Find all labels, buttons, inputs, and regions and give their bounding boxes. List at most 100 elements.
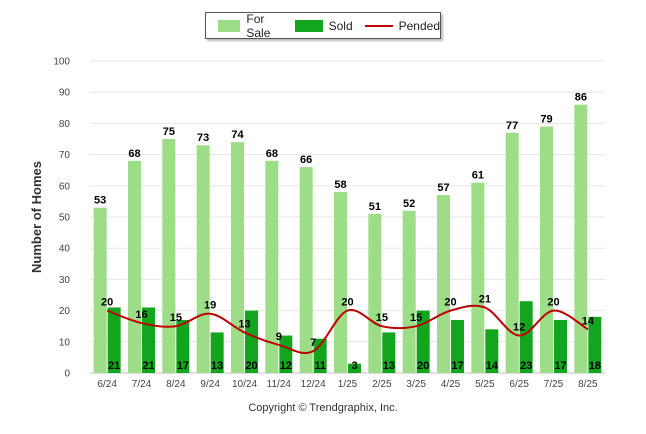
x-tick-label: 6/24 xyxy=(97,379,117,390)
data-label-sold: 13 xyxy=(383,360,395,372)
x-tick-label: 12/24 xyxy=(301,379,326,390)
data-label-pended: 14 xyxy=(582,315,595,327)
data-label-sold: 14 xyxy=(486,360,499,372)
x-tick-label: 5/25 xyxy=(475,379,495,390)
x-tick-label: 7/24 xyxy=(132,379,152,390)
data-label-for-sale: 52 xyxy=(403,198,415,210)
data-label-for-sale: 79 xyxy=(540,114,552,126)
data-label-pended: 21 xyxy=(479,293,491,305)
x-tick-label: 6/25 xyxy=(509,379,529,390)
bar-for-sale xyxy=(334,192,347,373)
y-tick-label: 50 xyxy=(59,213,71,224)
data-label-sold: 23 xyxy=(520,360,532,372)
bar-sold xyxy=(416,310,430,373)
chart-legend: For Sale Sold Pended xyxy=(205,12,441,40)
bar-for-sale xyxy=(265,160,279,373)
data-label-sold: 17 xyxy=(554,360,566,372)
legend-swatch-sold xyxy=(294,19,323,32)
x-tick-label: 2/25 xyxy=(372,379,392,390)
bar-for-sale xyxy=(402,210,416,373)
bar-sold xyxy=(485,329,499,373)
data-label-pended: 15 xyxy=(170,312,182,324)
bar-sold xyxy=(348,363,361,373)
bar-sold xyxy=(279,335,293,373)
bar-sold xyxy=(554,319,567,373)
bar-for-sale xyxy=(128,160,141,373)
bar-sold xyxy=(382,332,396,373)
data-label-sold: 17 xyxy=(451,360,463,372)
data-label-sold: 12 xyxy=(280,360,292,372)
data-label-sold: 21 xyxy=(142,360,154,372)
x-tick-label: 4/25 xyxy=(441,379,461,390)
data-label-pended: 20 xyxy=(341,297,353,309)
data-label-for-sale: 57 xyxy=(437,182,449,194)
bar-sold xyxy=(451,319,464,373)
data-label-sold: 3 xyxy=(351,360,357,372)
y-tick-label: 90 xyxy=(59,88,71,99)
x-tick-label: 8/24 xyxy=(166,379,186,390)
bar-sold xyxy=(107,307,121,373)
data-label-sold: 20 xyxy=(417,360,429,372)
bar-for-sale xyxy=(471,182,485,373)
y-tick-label: 80 xyxy=(59,119,71,130)
data-label-for-sale: 58 xyxy=(334,179,346,191)
data-label-for-sale: 77 xyxy=(506,120,518,132)
data-label-pended: 12 xyxy=(513,322,525,334)
data-label-pended: 15 xyxy=(376,312,388,324)
data-label-sold: 13 xyxy=(211,360,223,372)
data-label-pended: 15 xyxy=(410,312,422,324)
bar-for-sale xyxy=(299,167,313,373)
data-label-for-sale: 68 xyxy=(128,148,140,160)
legend-item-for-sale: For Sale xyxy=(218,12,283,40)
x-tick-label: 8/25 xyxy=(578,379,598,390)
bar-sold xyxy=(588,316,602,373)
data-label-for-sale: 61 xyxy=(472,170,484,182)
copyright-text: Copyright © Trendgraphix, Inc. xyxy=(248,402,398,414)
legend-item-pended: Pended xyxy=(364,18,440,33)
data-label-pended: 13 xyxy=(238,318,250,330)
bar-sold xyxy=(519,301,533,373)
x-tick-label: 11/24 xyxy=(267,379,292,390)
legend-swatch-pended xyxy=(364,24,393,27)
y-tick-label: 40 xyxy=(59,244,71,255)
x-tick-label: 9/24 xyxy=(200,379,220,390)
data-label-for-sale: 51 xyxy=(369,201,381,213)
data-label-for-sale: 75 xyxy=(163,126,175,138)
bar-for-sale xyxy=(162,139,176,373)
data-label-for-sale: 73 xyxy=(197,132,209,144)
bar-for-sale xyxy=(368,213,382,373)
data-label-pended: 9 xyxy=(276,331,282,343)
data-label-pended: 20 xyxy=(101,297,113,309)
bar-for-sale xyxy=(540,126,553,374)
data-label-pended: 19 xyxy=(204,300,216,312)
y-tick-label: 60 xyxy=(59,181,71,192)
y-tick-label: 0 xyxy=(64,369,70,380)
data-label-sold: 17 xyxy=(177,360,189,372)
pended-line xyxy=(106,304,589,355)
bar-for-sale xyxy=(574,104,588,374)
y-axis-title: Number of Homes xyxy=(29,161,44,273)
data-label-pended: 20 xyxy=(444,297,456,309)
legend-label-pended: Pended xyxy=(398,18,440,33)
data-label-pended: 7 xyxy=(310,337,316,349)
x-tick-label: 7/25 xyxy=(544,379,564,390)
bar-for-sale xyxy=(93,207,107,373)
y-tick-label: 20 xyxy=(59,306,71,317)
data-label-sold: 18 xyxy=(589,360,601,372)
bar-sold xyxy=(210,332,224,373)
legend-swatch-for-sale xyxy=(218,19,241,32)
data-label-pended: 20 xyxy=(547,297,559,309)
bar-for-sale xyxy=(437,195,450,373)
x-tick-label: 1/25 xyxy=(338,379,358,390)
bar-for-sale xyxy=(505,132,519,373)
data-label-for-sale: 74 xyxy=(231,129,244,141)
data-label-for-sale: 53 xyxy=(94,195,106,207)
bar-sold xyxy=(176,319,190,373)
data-label-sold: 11 xyxy=(314,360,326,372)
y-tick-label: 10 xyxy=(59,337,71,348)
y-tick-label: 100 xyxy=(53,57,70,68)
legend-label-for-sale: For Sale xyxy=(246,11,271,40)
data-label-for-sale: 68 xyxy=(266,148,278,160)
data-label-pended: 16 xyxy=(135,309,147,321)
chart-area: 0 10 20 30 40 50 60 70 80 90 100 Number of Homes 53 2… xyxy=(29,57,605,390)
